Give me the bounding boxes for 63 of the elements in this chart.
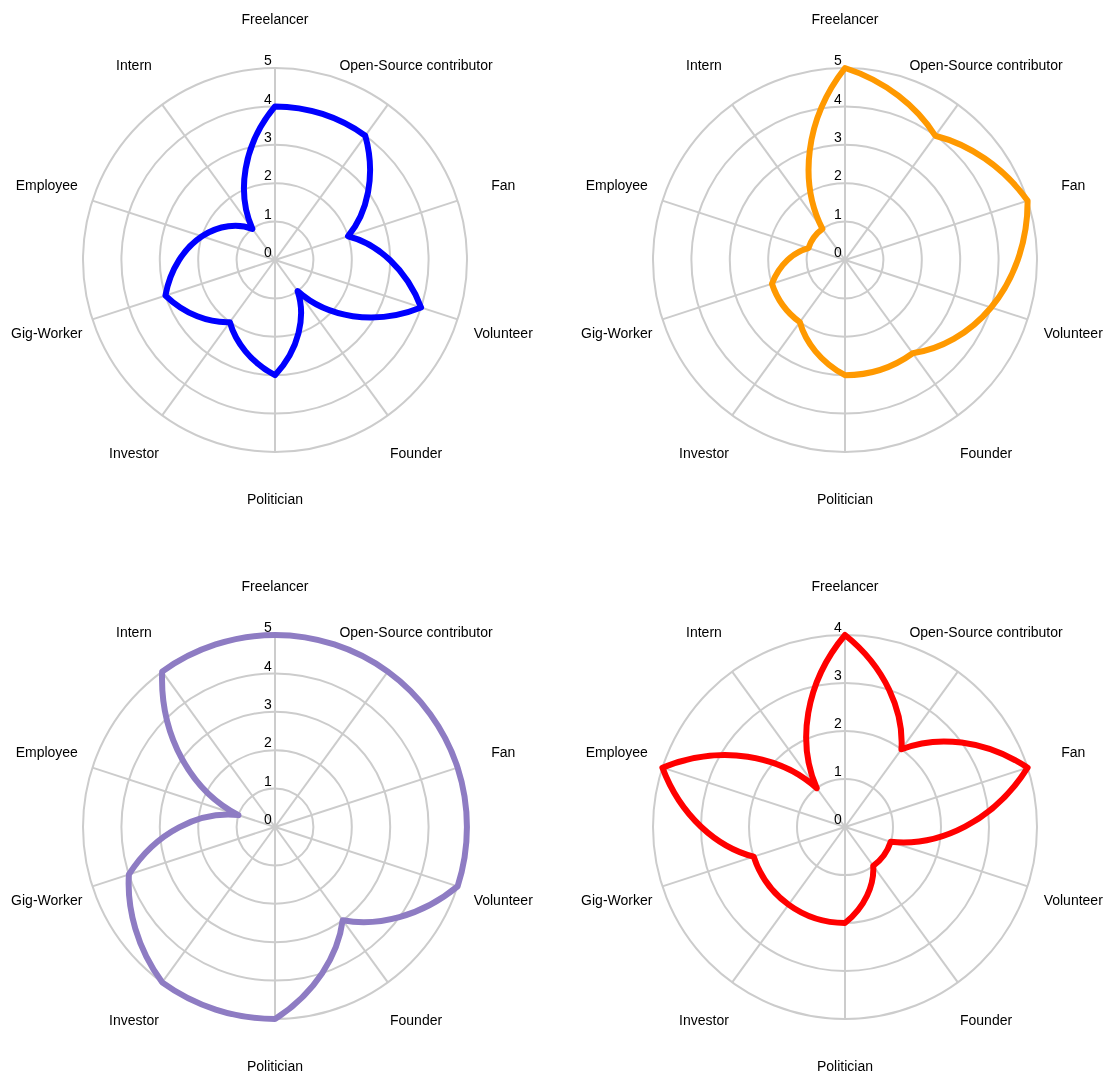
y-tick-label: 1 bbox=[264, 205, 273, 222]
y-tick-label: 4 bbox=[834, 90, 843, 107]
y-tick-label: 1 bbox=[834, 205, 843, 222]
spoke-label: Volunteer bbox=[1043, 891, 1104, 908]
spoke-label: Employee bbox=[585, 743, 649, 760]
spoke-label: Intern bbox=[686, 56, 722, 73]
spoke-label: Founder bbox=[389, 1011, 443, 1028]
spoke-label: Fan bbox=[1061, 743, 1086, 760]
spoke-label: Employee bbox=[585, 176, 649, 193]
spoke-label: Fan bbox=[491, 743, 516, 760]
spoke-label: Fan bbox=[1061, 176, 1086, 193]
spoke-label: Volunteer bbox=[473, 891, 534, 908]
y-tick-label: 2 bbox=[264, 167, 273, 184]
y-tick-label: 0 bbox=[264, 811, 273, 828]
spoke-label: Politician bbox=[816, 1057, 874, 1074]
spoke-label: Investor bbox=[109, 444, 160, 461]
spoke-label: Investor bbox=[679, 444, 730, 461]
y-tick-label: 5 bbox=[264, 52, 273, 69]
spoke-label: Founder bbox=[959, 1011, 1013, 1028]
y-tick-label: 1 bbox=[264, 772, 273, 789]
spoke-label: Founder bbox=[959, 444, 1013, 461]
y-tick-label: 0 bbox=[834, 811, 843, 828]
spoke-label: Open-Source contributor bbox=[339, 56, 494, 73]
spoke-label: Fan bbox=[491, 176, 516, 193]
y-tick-label: 4 bbox=[834, 619, 843, 636]
spoke-label: Employee bbox=[15, 176, 79, 193]
spoke-label: Intern bbox=[116, 623, 152, 640]
spoke-label: Investor bbox=[679, 1011, 730, 1028]
spoke-label: Open-Source contributor bbox=[339, 623, 494, 640]
y-tick-label: 4 bbox=[264, 90, 273, 107]
spoke-label: Politician bbox=[246, 490, 304, 507]
y-tick-label: 3 bbox=[834, 129, 843, 145]
spoke-label: Intern bbox=[686, 623, 722, 640]
spoke-label: Gig-Worker bbox=[11, 891, 83, 908]
spoke-label: Open-Source contributor bbox=[909, 623, 1064, 640]
y-tick-label: 3 bbox=[264, 129, 273, 145]
spoke-label: Freelancer bbox=[811, 10, 879, 27]
spoke-label: Politician bbox=[246, 1057, 304, 1074]
y-tick-label: 5 bbox=[264, 619, 273, 636]
spoke-label: Politician bbox=[816, 490, 874, 507]
y-tick-label: 0 bbox=[834, 244, 843, 261]
spoke-label: Gig-Worker bbox=[581, 324, 653, 341]
spoke-label: Freelancer bbox=[811, 577, 879, 594]
spoke-label: Freelancer bbox=[241, 577, 309, 594]
spoke-label: Founder bbox=[389, 444, 443, 461]
spoke-label: Volunteer bbox=[473, 324, 534, 341]
y-tick-label: 2 bbox=[834, 715, 843, 732]
y-tick-label: 0 bbox=[264, 244, 273, 261]
spoke-label: Gig-Worker bbox=[11, 324, 83, 341]
spoke-label: Gig-Worker bbox=[581, 891, 653, 908]
spoke-label: Open-Source contributor bbox=[909, 56, 1064, 73]
y-tick-label: 3 bbox=[834, 667, 843, 684]
spoke-label: Employee bbox=[15, 743, 79, 760]
spoke-label: Volunteer bbox=[1043, 324, 1104, 341]
y-tick-label: 2 bbox=[264, 734, 273, 751]
y-tick-label: 1 bbox=[834, 763, 843, 780]
y-tick-label: 5 bbox=[834, 52, 843, 69]
spoke-label: Investor bbox=[109, 1011, 160, 1028]
spoke-label: Intern bbox=[116, 56, 152, 73]
y-tick-label: 4 bbox=[264, 657, 273, 674]
spoke-label: Freelancer bbox=[241, 10, 309, 27]
y-tick-label: 2 bbox=[834, 167, 843, 184]
y-tick-label: 3 bbox=[264, 696, 273, 712]
